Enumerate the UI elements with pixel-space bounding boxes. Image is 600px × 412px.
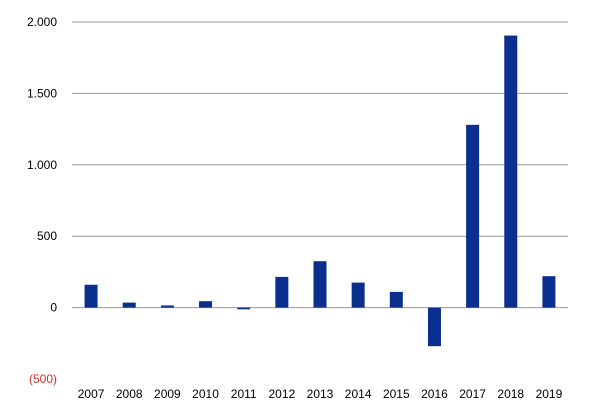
x-tick-label: 2016 bbox=[421, 387, 448, 401]
x-tick-label: 2014 bbox=[345, 387, 372, 401]
bar-2011 bbox=[237, 307, 251, 310]
y-tick-label: 1.000 bbox=[27, 158, 57, 172]
x-tick-label: 2007 bbox=[78, 387, 105, 401]
y-tick-label: 2.000 bbox=[27, 15, 57, 29]
x-tick-label: 2018 bbox=[497, 387, 524, 401]
y-tick-label: 0 bbox=[50, 301, 57, 315]
x-tick-label: 2009 bbox=[154, 387, 181, 401]
bar-2014 bbox=[351, 282, 365, 308]
bars bbox=[84, 35, 556, 347]
bar-2019 bbox=[542, 276, 556, 308]
bar-2017 bbox=[466, 124, 480, 308]
x-tick-label: 2015 bbox=[383, 387, 410, 401]
x-axis-tick-labels: 2007 2008 2009 2010 2011 2012 2013 2014 2015 2016… bbox=[78, 387, 563, 401]
bar-2013 bbox=[313, 261, 327, 308]
bar-2016 bbox=[427, 307, 441, 347]
x-tick-label: 2013 bbox=[307, 387, 334, 401]
x-tick-label: 2010 bbox=[192, 387, 219, 401]
bar-2012 bbox=[275, 276, 289, 308]
bar-2018 bbox=[504, 35, 518, 308]
y-axis-tick-labels: (500) 0 500 1.000 1.500 2.000 bbox=[27, 15, 57, 386]
x-tick-label: 2019 bbox=[536, 387, 563, 401]
bar-2007 bbox=[84, 284, 98, 308]
bar-2010 bbox=[199, 301, 213, 308]
y-tick-label: 1.500 bbox=[27, 86, 57, 100]
x-tick-label: 2012 bbox=[268, 387, 295, 401]
bar-2009 bbox=[160, 305, 174, 308]
x-tick-label: 2011 bbox=[231, 387, 257, 401]
y-tick-label: 500 bbox=[37, 229, 57, 243]
bar-2008 bbox=[122, 302, 136, 308]
bar-2015 bbox=[389, 291, 403, 308]
gridlines bbox=[72, 21, 568, 309]
x-tick-label: 2008 bbox=[116, 387, 143, 401]
y-tick-label: (500) bbox=[29, 372, 57, 386]
x-tick-label: 2017 bbox=[459, 387, 486, 401]
